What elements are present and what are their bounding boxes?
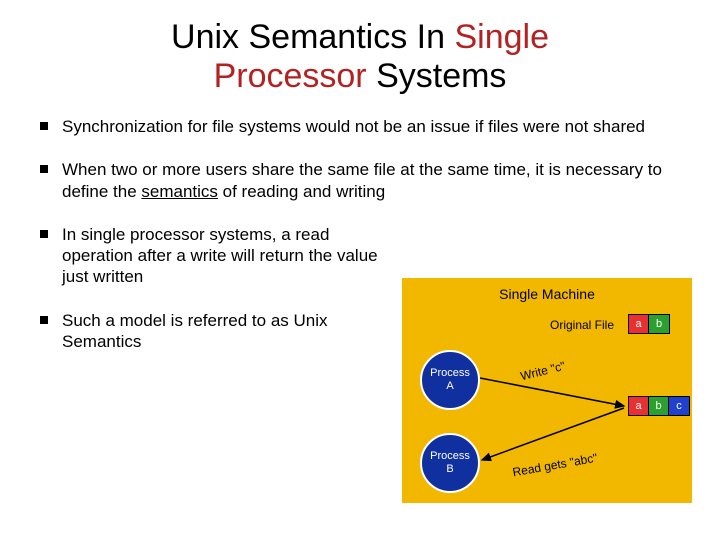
title-line1-accent: Single — [454, 18, 549, 56]
bullet-2-text: When two or more users share the same fi… — [62, 159, 680, 202]
bullet-marker — [40, 316, 48, 324]
bullet-3-text: In single processor systems, a read oper… — [62, 224, 400, 288]
bullet-2: When two or more users share the same fi… — [40, 159, 680, 202]
file-cells-original: a b — [628, 314, 670, 334]
bullet-3: In single processor systems, a read oper… — [40, 224, 400, 288]
title-line2-black: Systems — [367, 57, 507, 95]
bullet-4: Such a model is referred to as Unix Sema… — [40, 310, 400, 353]
bullet-marker — [40, 122, 48, 130]
file-cells-after-write: a b c — [628, 396, 690, 416]
bullet-marker — [40, 230, 48, 238]
cell-a: a — [629, 315, 649, 333]
title-line1-black: Unix Semantics In — [171, 18, 454, 56]
read-label: Read gets "abc" — [511, 451, 598, 480]
slide-title: Unix Semantics In Single Processor Syste… — [0, 0, 720, 96]
bullet-1-text: Synchronization for file systems would n… — [62, 116, 680, 137]
original-file-label: Original File — [550, 318, 614, 332]
bullet-1: Synchronization for file systems would n… — [40, 116, 680, 137]
write-label: Write "c" — [519, 359, 567, 384]
bullet-4-text: Such a model is referred to as Unix Sema… — [62, 310, 400, 353]
bullet-marker — [40, 165, 48, 173]
cell-b: b — [649, 397, 669, 415]
title-line2-accent: Processor — [214, 57, 367, 95]
cell-b: b — [649, 315, 669, 333]
cell-a: a — [629, 397, 649, 415]
diagram-title: Single Machine — [402, 286, 692, 302]
semantics-underline: semantics — [141, 182, 218, 201]
process-a-node: Process A — [420, 350, 480, 410]
cell-c: c — [669, 397, 689, 415]
diagram-single-machine: Single Machine Original File a b a b c P… — [402, 278, 692, 503]
process-b-node: Process B — [420, 433, 480, 493]
